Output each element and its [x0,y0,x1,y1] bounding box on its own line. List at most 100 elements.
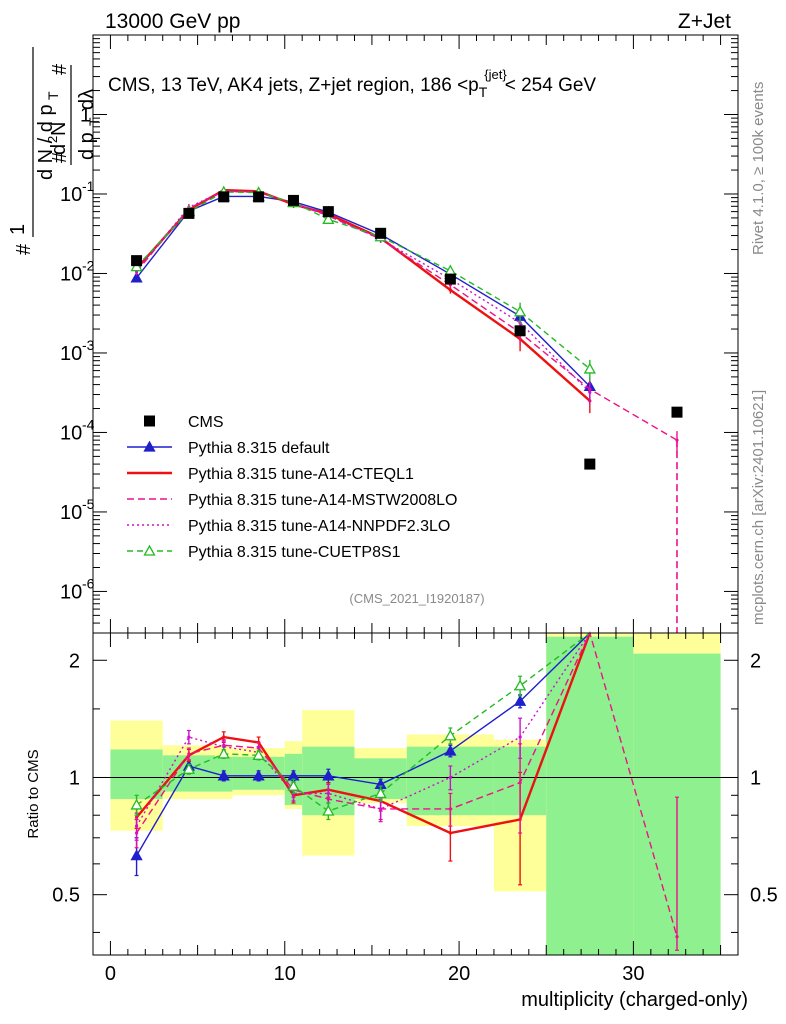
svg-text:T: T [45,91,61,100]
legend-label: Pythia 8.315 tune-CUETP8S1 [188,544,401,561]
series-point [130,271,143,283]
chart-title: CMS, 13 TeV, AK4 jets, Z+jet region, 186… [108,67,596,100]
ratio-point [444,744,457,756]
ratio-point [374,787,387,799]
legend-label: Pythia 8.315 tune-A14-MSTW2008LO [188,492,457,509]
rivet-label: Rivet 4.1.0, ≥ 100k events [750,82,767,255]
series-point [583,362,596,374]
y-label-dN: d N / d p [35,104,57,180]
svg-text:dλ: dλ [76,89,98,110]
legend-label-data: CMS [188,414,224,431]
ratio-point [130,849,143,861]
ratio-point [444,729,457,741]
ratio-point [182,762,195,774]
y-tick-label-main: 10 [60,581,82,603]
ratio-axes: 0.5 0.51 12 20 10 20 30 [52,633,778,985]
ratio-point [187,735,191,739]
svg-text:2: 2 [45,136,60,143]
header-left-text: 13000 GeV pp [105,10,240,33]
x-tick-label: 10 [274,963,296,985]
y-tick-label-exp: -4 [82,416,95,432]
ratio-frame [92,632,739,956]
ratio-point [379,807,383,811]
y-tick-label-main: 10 [60,263,82,285]
legend-marker [143,544,156,556]
ratio-point [675,935,679,939]
data-point [253,191,265,203]
ratio-point [252,748,265,760]
data-point [322,206,334,218]
ratio-panel: 0.5 0.51 12 20 10 20 30 [52,631,778,985]
ratio-point [134,824,139,828]
y-label-one: 1 [7,224,29,235]
ratio-point [130,798,143,810]
mcplots-label: mcplots.cern.ch [arXiv:2401.10621] [750,390,767,625]
band-green [110,749,163,800]
y-tick-label-main: 10 [60,422,82,444]
ratio-point [448,807,452,811]
ratio-y-tick-label-right: 2 [750,650,761,672]
header-right-text: Z+Jet [678,10,731,33]
data-point [444,273,456,285]
legend-marker [143,440,156,452]
y-tick-label-exp: -5 [82,496,95,512]
x-axis-label: multiplicity (charged-only) [521,989,748,1011]
data-point [183,207,195,219]
svg-text:d p: d p [76,132,98,160]
y-tick-label-exp: -3 [82,337,95,353]
y-tick-label-main: 1 [80,104,91,126]
series-point [322,212,335,224]
ratio-series-line [135,632,591,835]
ratio-point [322,804,335,816]
ratio-point [518,781,522,785]
ratio-bands [93,633,738,955]
legend-label: Pythia 8.315 default [188,440,330,457]
y-tick-label-exp: -1 [82,178,95,194]
y-axis-label-ratio: Ratio to CMS [25,749,42,838]
title-sub: T [479,84,488,100]
svg-text:#: # [49,151,71,163]
ratio-point [513,694,527,706]
ratio-point [222,735,226,739]
series-line [136,190,678,441]
data-point [671,406,683,418]
y-label-numerator-hash: # [13,243,35,255]
ratio-point [252,769,265,781]
ratio-point [518,735,522,739]
ratio-y-tick-label-left: 2 [69,650,80,672]
series-point [588,390,592,394]
svg-text:T: T [86,117,102,126]
main-axes: 10 -610 -510 -410 -310 -210 -11 [60,35,738,634]
data-point [287,194,299,206]
y-axis-label-main: # 1 d N / d p T # # [7,47,71,255]
ratio-series-line [136,632,591,812]
svg-text:#: # [49,63,71,75]
legend-label: Pythia 8.315 tune-A14-CTEQL1 [188,466,414,483]
series-line [136,189,591,393]
data-point [584,458,596,470]
data-point [218,191,230,203]
analysis-id: (CMS_2021_I1920187) [349,591,484,606]
ratio-point [187,752,191,756]
legend-label: Pythia 8.315 tune-A14-NNPDF2.3LO [188,518,450,535]
ratio-series-line [135,632,591,827]
ratio-point [448,831,452,835]
ratio-point [217,769,230,781]
title-tail: < 254 GeV [505,75,597,96]
y-tick-label-exp: -6 [82,575,95,591]
legend: CMS Pythia 8.315 default Pythia 8.315 tune… [127,414,457,561]
series-point [513,305,527,317]
x-tick-label: 0 [105,963,116,985]
series-point [448,288,452,292]
data-point [131,255,143,267]
series-line [136,195,591,387]
main-panel: 10 -610 -510 -410 -310 -210 -11 [60,34,739,634]
ratio-series-line [135,632,591,856]
ratio-y-tick-label-right: 1 [750,767,761,789]
ratio-y-tick-label-right: 0.5 [750,885,778,907]
band-green [546,636,634,955]
y-tick-label-main: 10 [60,343,82,365]
ratio-series-layer [130,631,679,951]
ratio-y-tick-label-left: 0.5 [52,885,80,907]
